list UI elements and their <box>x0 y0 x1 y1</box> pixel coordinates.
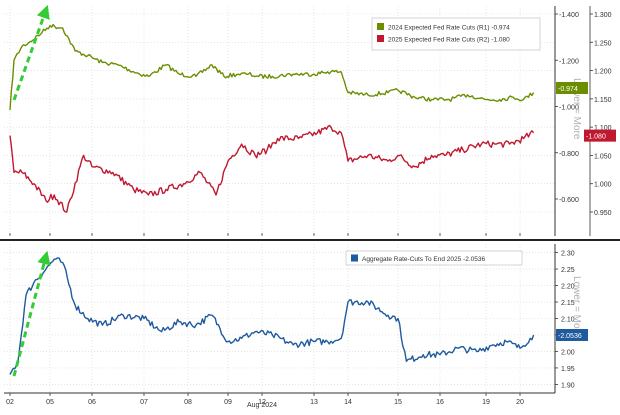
end-tag-2024-bg <box>556 82 588 94</box>
bottom-axis-note: Lower = More <box>571 276 582 338</box>
labels-layer: -0.974 -1.080 -2.0536 <box>12 4 616 377</box>
bottom-arrow-annotation <box>12 250 51 377</box>
x-tick-label-09: 09 <box>224 399 232 406</box>
end-tag-2025-bg <box>584 129 616 142</box>
end-tag-2025: -1.080 <box>584 129 616 142</box>
top-legend-box <box>371 17 541 51</box>
bottom-y-tick-label: 2.30 <box>561 251 575 258</box>
axes-layer: -1.400 -1.200 -1.000 -0.800 -0.600 1.300 1.250… <box>0 6 620 409</box>
bottom-y-tick-label: 2.00 <box>561 349 575 356</box>
r1-tick-label: -0.800 <box>559 151 579 158</box>
r1-tick-label: -1.400 <box>559 12 579 19</box>
x-tick-label-16: 16 <box>436 399 444 406</box>
bottom-y-tick-label: 2.25 <box>561 267 575 274</box>
x-tick-label-05: 05 <box>46 399 54 406</box>
x-tick-label-14: 14 <box>344 399 352 406</box>
bottom-legend-box <box>345 250 523 266</box>
legend-entry: 2024 Expected Fed Rate Cuts (R1) -0.974 <box>388 25 510 32</box>
series-2025-expected-cuts <box>9 124 535 213</box>
r1-tick-label: -0.600 <box>559 197 579 204</box>
end-tag-aggregate-bg <box>556 328 588 341</box>
end-tag-2025-text: -1.080 <box>586 134 606 141</box>
r2-tick-label: 1.250 <box>594 40 612 47</box>
x-axis-month-label: Aug 2024 <box>247 402 277 409</box>
end-tag-2024-text: -0.974 <box>558 86 578 93</box>
x-tick-label-06: 06 <box>88 399 96 406</box>
legend-layer: 2024 Expected Fed Rate Cuts (R1) -0.974 2… <box>345 17 541 266</box>
legend-swatch <box>377 35 384 42</box>
bottom-y-tick-label: 1.90 <box>561 382 575 389</box>
legend-swatch <box>377 23 384 30</box>
legend-entry: Aggregate Rate-Cuts To End 2025 -2.0536 <box>362 256 485 263</box>
x-tick-label-20: 20 <box>516 399 524 406</box>
series-layer <box>9 23 535 375</box>
r2-tick-label: 0.950 <box>594 210 612 217</box>
end-tag-aggregate: -2.0536 <box>556 328 588 341</box>
bottom-y-tick-label: 2.10 <box>561 317 575 324</box>
top-legend: 2024 Expected Fed Rate Cuts (R1) -0.974 2… <box>371 17 541 51</box>
r1-tick-label: -1.000 <box>559 105 579 112</box>
x-tick-label-15: 15 <box>394 399 402 406</box>
legend-swatch <box>351 254 358 262</box>
x-tick-label-07: 07 <box>140 399 148 406</box>
r2-tick-label: 1.300 <box>594 12 612 19</box>
r2-tick-label: 1.050 <box>594 153 612 160</box>
top-arrow-annotation <box>12 4 50 101</box>
end-tag-2024: -0.974 <box>556 82 588 94</box>
x-tick-label-12: 12 <box>258 399 266 406</box>
bottom-panel-gridlines <box>4 244 555 393</box>
end-tag-aggregate-text: -2.0536 <box>558 333 582 340</box>
x-tick-label-13: 13 <box>310 399 318 406</box>
x-tick-label-08: 08 <box>184 399 192 406</box>
top-axis-note: Lower = More <box>571 78 582 140</box>
bottom-y-tick-label: 2.20 <box>561 284 575 291</box>
r1-tick-label: -1.200 <box>559 58 579 65</box>
r2-tick-label: 1.000 <box>594 182 612 189</box>
r2-tick-label: 1.200 <box>594 69 612 76</box>
r2-tick-label: 1.150 <box>594 97 612 104</box>
bottom-y-tick-label: 2.15 <box>561 300 575 307</box>
x-tick-label-02: 02 <box>6 399 14 406</box>
bottom-legend: Aggregate Rate-Cuts To End 2025 -2.0536 <box>345 250 523 266</box>
series-aggregate-rate-cuts <box>9 257 535 375</box>
x-tick-label-19: 19 <box>482 399 490 406</box>
bottom-y-tick-label: 1.95 <box>561 366 575 373</box>
legend-entry: 2025 Expected Fed Rate Cuts (R2) -1.080 <box>388 37 510 44</box>
r2-tick-label: 1.100 <box>594 125 612 132</box>
series-2024-expected-cuts <box>9 23 535 111</box>
